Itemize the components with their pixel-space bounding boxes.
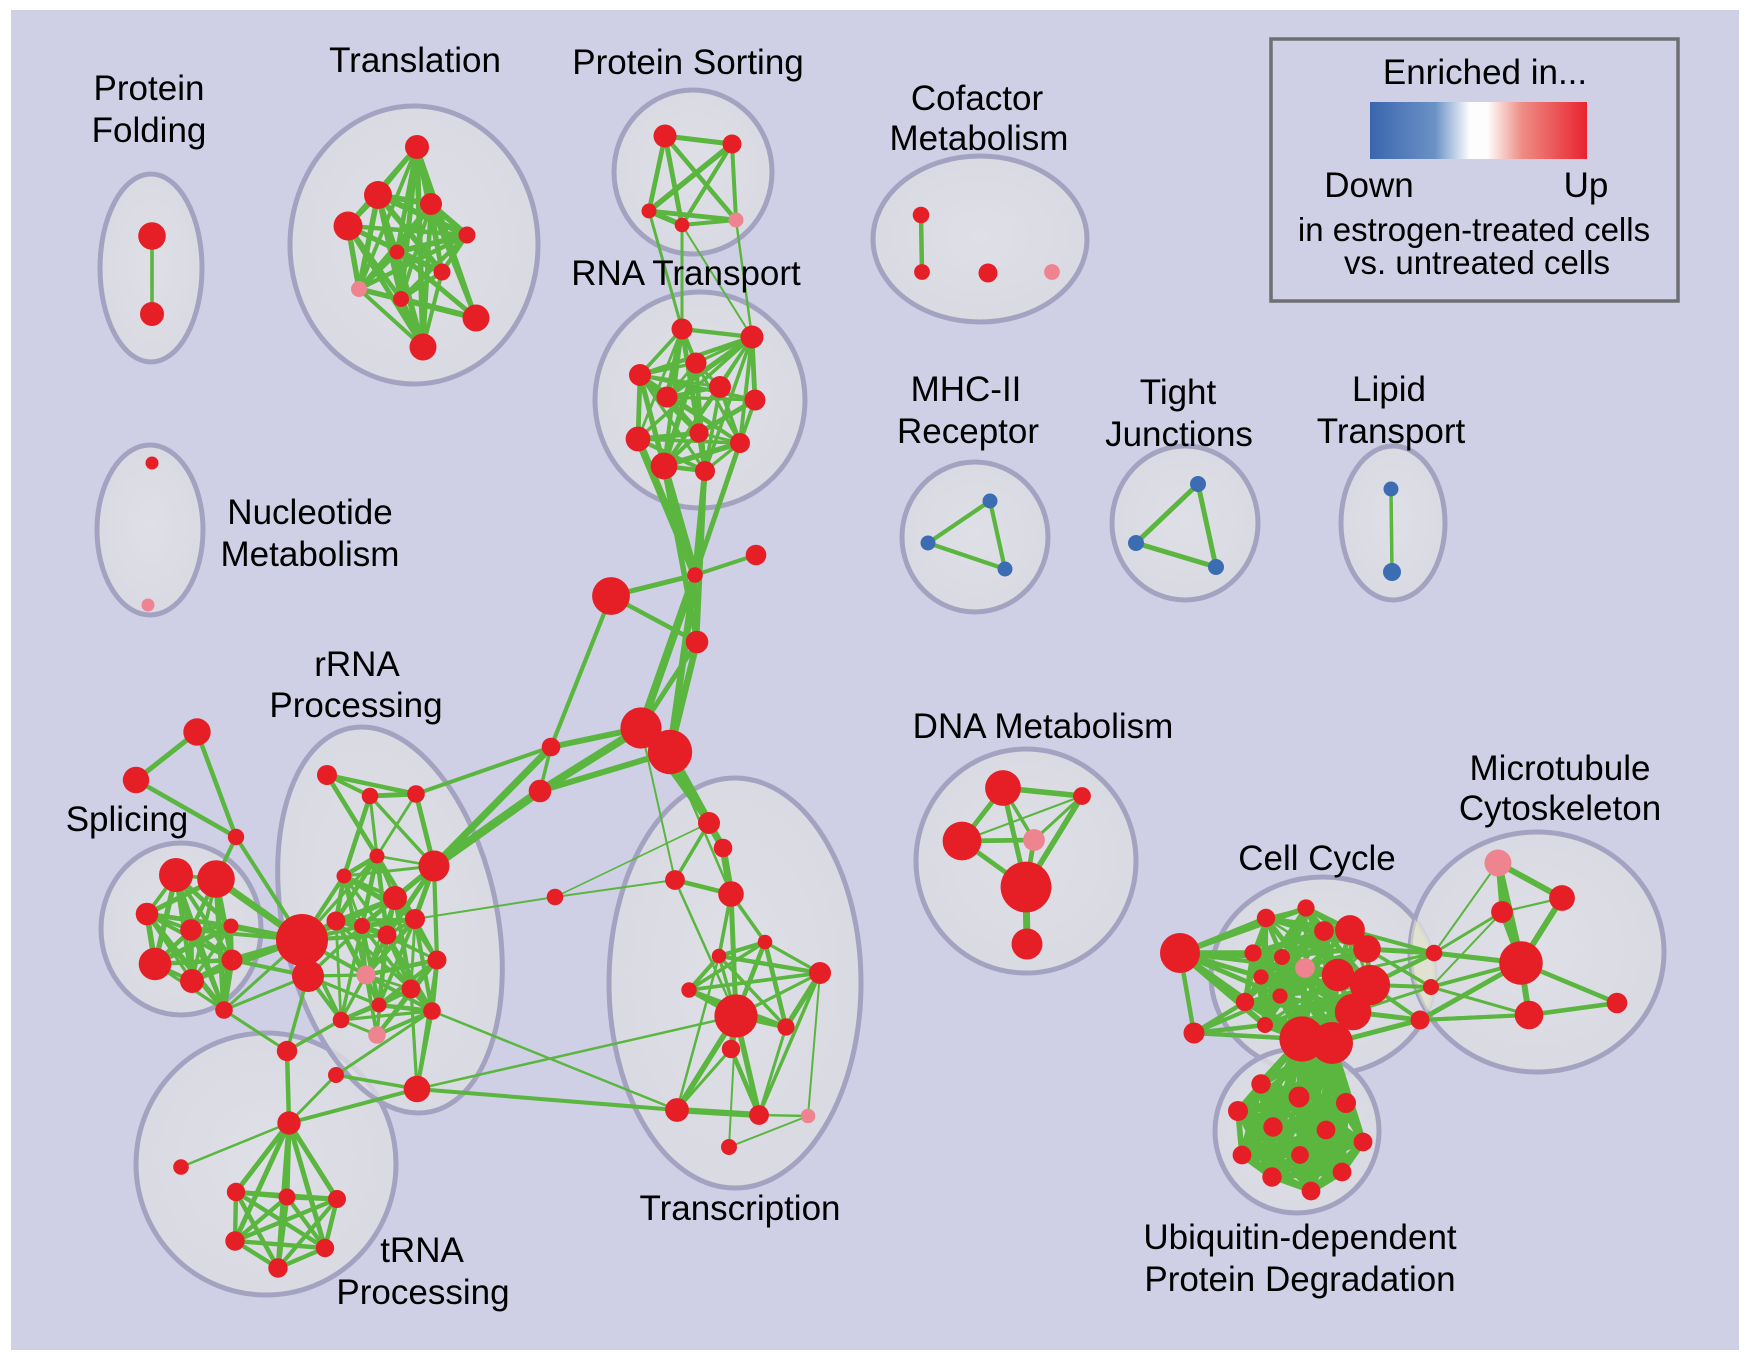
svg-text:Microtubule: Microtubule <box>1470 749 1651 788</box>
svg-text:Tight: Tight <box>1140 373 1217 412</box>
svg-text:Up: Up <box>1564 166 1609 205</box>
svg-text:Enriched in...: Enriched in... <box>1383 53 1587 92</box>
svg-text:Metabolism: Metabolism <box>890 119 1069 158</box>
svg-text:MHC-II: MHC-II <box>911 370 1022 409</box>
svg-text:tRNA: tRNA <box>380 1231 464 1270</box>
svg-text:vs. untreated cells: vs. untreated cells <box>1344 244 1610 281</box>
svg-text:RNA Transport: RNA Transport <box>571 254 801 293</box>
svg-text:Ubiquitin-dependent: Ubiquitin-dependent <box>1143 1218 1457 1257</box>
svg-text:Processing: Processing <box>269 686 442 725</box>
svg-text:Cofactor: Cofactor <box>911 79 1044 118</box>
svg-text:Protein Degradation: Protein Degradation <box>1144 1260 1455 1299</box>
svg-text:Splicing: Splicing <box>66 800 189 839</box>
svg-text:Cell Cycle: Cell Cycle <box>1238 839 1396 878</box>
svg-text:Metabolism: Metabolism <box>221 535 400 574</box>
svg-text:Cytoskeleton: Cytoskeleton <box>1459 789 1661 828</box>
svg-text:Protein Sorting: Protein Sorting <box>572 43 804 82</box>
svg-text:DNA Metabolism: DNA Metabolism <box>913 707 1174 746</box>
svg-text:in estrogen-treated cells: in estrogen-treated cells <box>1298 211 1650 248</box>
svg-text:Lipid: Lipid <box>1352 370 1426 409</box>
svg-text:Protein: Protein <box>94 69 205 108</box>
svg-text:Transcription: Transcription <box>640 1189 841 1228</box>
svg-text:Processing: Processing <box>336 1273 509 1312</box>
svg-text:Transport: Transport <box>1317 412 1466 451</box>
svg-text:Receptor: Receptor <box>897 412 1039 451</box>
svg-text:rRNA: rRNA <box>314 645 400 684</box>
svg-text:Down: Down <box>1324 166 1413 205</box>
svg-text:Translation: Translation <box>329 41 501 80</box>
svg-text:Nucleotide: Nucleotide <box>227 493 392 532</box>
svg-text:Junctions: Junctions <box>1105 415 1253 454</box>
svg-text:Folding: Folding <box>92 111 207 150</box>
